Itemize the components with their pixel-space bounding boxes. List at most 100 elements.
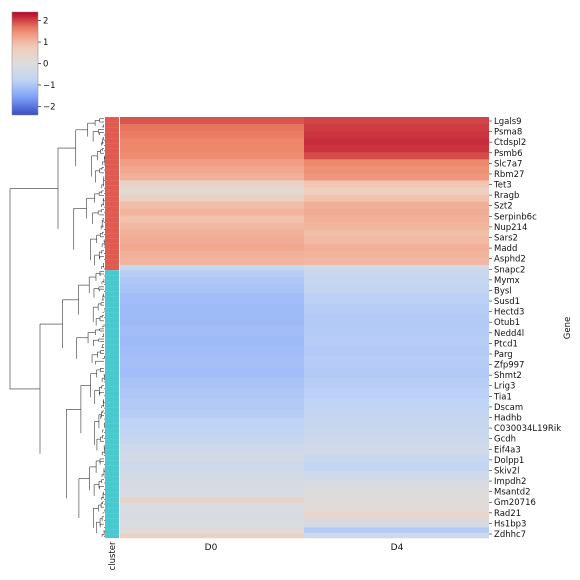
heatmap-cell <box>304 293 489 305</box>
heatmap-cell <box>120 303 304 315</box>
heatmap-cell <box>120 435 304 445</box>
heatmap-cell <box>304 453 489 463</box>
heatmap-cell <box>304 166 489 174</box>
heatmap-cell <box>304 324 489 336</box>
heatmap-cell <box>304 398 489 410</box>
heatmap-cell <box>304 527 489 534</box>
heatmap-cell <box>120 520 304 528</box>
heatmap-cell <box>304 345 489 357</box>
heatmap-cell <box>304 208 489 216</box>
heatmap-cell <box>304 488 489 498</box>
heatmap-cell <box>120 270 304 278</box>
heatmap-cell <box>120 409 304 419</box>
heatmap-cell <box>304 145 489 153</box>
gene-label: Dscam <box>494 403 523 413</box>
gene-label: Nup214 <box>494 223 527 233</box>
heatmap-cell <box>120 264 304 271</box>
heatmap-cell <box>120 236 304 245</box>
heatmap-cell <box>304 270 489 278</box>
heatmap-cell <box>120 388 304 400</box>
gene-label: Slc7a7 <box>494 159 522 169</box>
gene-label: Madd <box>494 244 517 254</box>
heatmap-cell <box>304 243 489 252</box>
gene-label: Susd1 <box>494 297 520 307</box>
heatmap-cell <box>120 201 304 209</box>
heatmap-cell <box>120 187 304 195</box>
gene-label: Serpinb6c <box>494 212 537 222</box>
heatmap-cell <box>120 367 304 379</box>
heatmap-cell <box>304 229 489 238</box>
heatmap-cell <box>304 236 489 245</box>
heatmap-cell <box>304 215 489 223</box>
heatmap-cell <box>120 293 304 305</box>
heatmap-cell <box>120 502 304 512</box>
heatmap-cell <box>120 324 304 336</box>
cluster-axis-label: cluster <box>108 541 118 570</box>
heatmap-cell <box>304 264 489 271</box>
heatmap-cell <box>120 145 304 153</box>
heatmap-cell <box>120 314 304 326</box>
heatmap-cell <box>304 159 489 167</box>
heatmap-cell <box>120 180 304 188</box>
gene-label: Skiv2l <box>494 466 519 476</box>
gene-label: Rbm27 <box>494 170 524 180</box>
gene-label: Msantd2 <box>494 488 531 498</box>
heatmap-cell <box>120 345 304 357</box>
heatmap-cell <box>304 194 489 202</box>
heatmap-cell <box>120 479 304 489</box>
heatmap-cell <box>120 208 304 216</box>
gene-label: C030034L19Rik <box>494 424 561 434</box>
heatmap-cell <box>120 152 304 160</box>
gene-label: Ctdspl2 <box>494 138 526 148</box>
heatmap-cell <box>120 131 304 139</box>
gene-label: Zfp997 <box>494 361 524 371</box>
heatmap-cell <box>120 138 304 146</box>
heatmap-cell <box>304 418 489 428</box>
heatmap-cell <box>120 488 304 498</box>
gene-label: Lgals9 <box>494 117 522 127</box>
heatmap-cell <box>120 229 304 238</box>
heatmap-cell <box>120 511 304 521</box>
gene-label: Asphd2 <box>494 255 526 265</box>
heatmap-cell <box>304 511 489 521</box>
gene-label: Hadhb <box>494 414 522 424</box>
gene-label: Eif4a3 <box>494 445 521 455</box>
heatmap-cell <box>120 173 304 181</box>
gene-label: Mymx <box>494 276 520 286</box>
colorbar-tick-label: 0 <box>43 60 48 70</box>
heatmap-cell <box>304 284 489 294</box>
y-axis-label: Gene <box>563 317 573 339</box>
heatmap-cell <box>304 124 489 132</box>
heatmap-cell <box>304 444 489 454</box>
heatmap-cell <box>120 356 304 368</box>
heatmap-cell <box>120 335 304 347</box>
heatmap-cell <box>304 250 489 259</box>
column-label-d4: D4 <box>391 543 404 553</box>
gene-label: Shmt2 <box>494 371 522 381</box>
column-label-d0: D0 <box>205 543 218 553</box>
heatmap-cell <box>120 398 304 410</box>
heatmap-cell <box>304 180 489 188</box>
heatmap-cell <box>304 152 489 160</box>
heatmap-cell <box>120 117 304 125</box>
gene-label: Ptcd1 <box>494 339 518 349</box>
heatmap-cell <box>304 222 489 231</box>
gene-label: Sars2 <box>494 233 518 243</box>
heatmap-cell <box>304 435 489 445</box>
gene-label: Rad21 <box>494 509 521 519</box>
heatmap-cell <box>304 479 489 489</box>
gene-label: Psma8 <box>494 128 522 138</box>
heatmap-cell <box>304 356 489 368</box>
heatmap-cell <box>120 166 304 174</box>
gene-label: Rragb <box>494 191 519 201</box>
heatmap-cell <box>120 243 304 252</box>
heatmap-cell <box>304 409 489 419</box>
gene-label: Bysl <box>494 286 512 296</box>
heatmap-cell <box>120 527 304 534</box>
heatmap-cell <box>304 173 489 181</box>
heatmap-cell <box>304 138 489 146</box>
heatmap-cell <box>304 117 489 125</box>
gene-label: Tet3 <box>493 181 512 191</box>
heatmap-cell <box>304 377 489 389</box>
heatmap-cell <box>304 303 489 315</box>
